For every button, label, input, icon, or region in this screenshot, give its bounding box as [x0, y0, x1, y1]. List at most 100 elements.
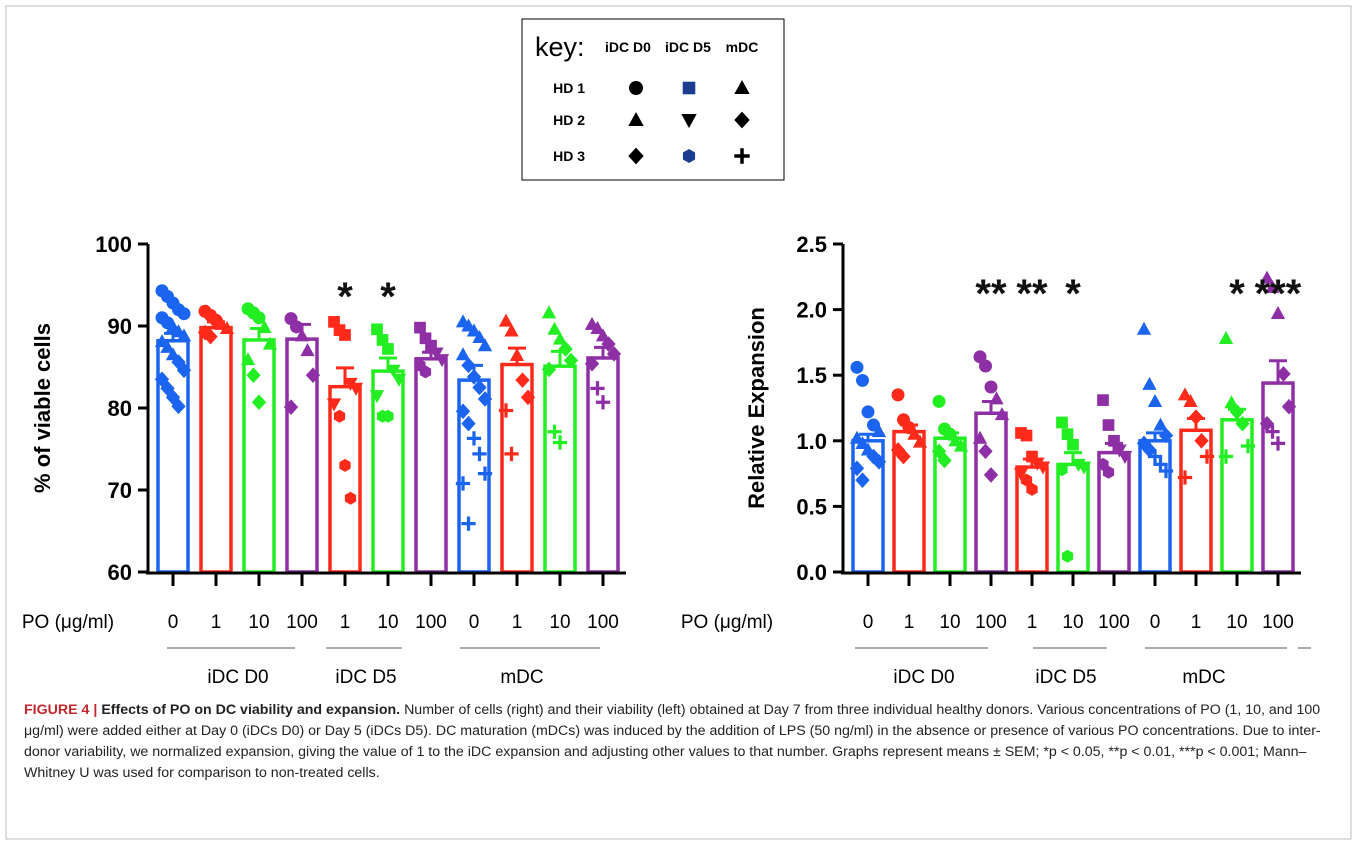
data-point — [547, 321, 562, 335]
caption-separator: | — [93, 702, 98, 718]
data-point — [1102, 419, 1115, 431]
data-point — [1281, 398, 1297, 415]
caption-text: Number of cells (right) and their viabil… — [24, 702, 1321, 781]
data-point — [333, 409, 346, 423]
x-tick-label: 0 — [863, 612, 874, 633]
data-point — [466, 369, 482, 385]
x-tick-label: 0 — [1150, 612, 1161, 633]
data-point — [504, 446, 519, 462]
data-point — [176, 328, 192, 342]
data-point — [371, 323, 383, 336]
data-point — [429, 347, 444, 361]
x-tick-label: 10 — [377, 612, 398, 633]
data-point — [1224, 395, 1239, 409]
data-point — [466, 323, 482, 337]
data-point — [1177, 387, 1193, 401]
data-point — [294, 328, 310, 342]
data-point — [1112, 444, 1127, 458]
data-point — [931, 443, 947, 460]
data-point — [1061, 428, 1074, 441]
y-axis-label: Relative Expansion — [744, 307, 769, 509]
x-tick-label: 100 — [286, 612, 318, 633]
data-point — [1259, 415, 1275, 432]
data-point — [1229, 404, 1245, 420]
data-point — [1153, 417, 1168, 431]
x-prefix-label: PO (μg/ml) — [681, 612, 773, 633]
key-row-hd1: HD 1 — [553, 80, 585, 96]
data-point — [472, 379, 487, 396]
data-point — [1177, 470, 1193, 485]
key-col-mdc: mDC — [726, 39, 759, 55]
data-point — [339, 458, 351, 472]
data-point — [1270, 306, 1286, 320]
data-point — [419, 332, 432, 345]
group-label: iDC D0 — [207, 667, 268, 688]
data-point — [855, 472, 870, 488]
significance-mark: * — [380, 275, 396, 319]
key-symbol-plus — [734, 148, 750, 164]
x-prefix-label: PO (μg/ml) — [22, 612, 114, 633]
data-point — [382, 409, 394, 423]
data-point — [477, 391, 493, 407]
key-symbols — [628, 79, 750, 165]
key-symbol-hexagon — [682, 149, 696, 163]
data-point — [328, 316, 340, 328]
x-tick-label: 100 — [1098, 612, 1130, 633]
x-tick-label: 100 — [1262, 612, 1294, 633]
data-point — [171, 398, 186, 415]
data-point — [240, 352, 256, 366]
data-point — [498, 403, 514, 418]
data-point — [477, 466, 493, 481]
data-point — [584, 355, 600, 372]
data-point — [251, 394, 267, 411]
data-point — [252, 311, 266, 325]
data-point — [1013, 468, 1029, 482]
data-point — [850, 360, 864, 374]
data-point — [541, 305, 557, 319]
x-tick-label: 1 — [1191, 612, 1202, 633]
data-point — [861, 405, 875, 419]
data-point — [1108, 434, 1120, 447]
data-point — [552, 435, 568, 450]
data-point — [1026, 450, 1038, 463]
caption-label: FIGURE 4 — [24, 702, 90, 718]
key-symbol-diamond — [628, 147, 644, 165]
x-tick-label: 1 — [211, 612, 222, 633]
data-point — [504, 323, 519, 337]
data-point — [912, 434, 928, 448]
y-tick-label: 60 — [108, 560, 132, 585]
y-tick-label: 2.0 — [796, 298, 827, 323]
data-point — [547, 424, 562, 439]
data-point — [1142, 442, 1157, 458]
data-point — [203, 328, 218, 345]
data-point — [891, 388, 905, 402]
data-point — [1056, 416, 1068, 429]
data-point — [434, 354, 450, 368]
key-symbol-diamond — [734, 111, 750, 129]
data-point — [300, 343, 315, 357]
bar — [199, 325, 233, 574]
data-point — [1270, 436, 1286, 451]
data-point — [1076, 461, 1092, 475]
data-point — [989, 391, 1004, 405]
data-point — [558, 341, 573, 357]
x-tick-label: 1 — [512, 612, 523, 633]
data-point — [305, 367, 321, 383]
data-point — [1158, 463, 1174, 479]
data-point — [1056, 463, 1068, 477]
data-point — [455, 476, 471, 491]
data-point — [348, 382, 364, 396]
data-point — [1020, 429, 1033, 442]
key-col-idc-d5: iDC D5 — [665, 39, 711, 55]
data-point — [1235, 415, 1250, 432]
data-point — [382, 343, 394, 355]
significance-mark: * — [1229, 272, 1245, 316]
data-point — [590, 381, 605, 396]
y-tick-label: 90 — [108, 314, 132, 339]
data-point — [177, 307, 191, 321]
data-point — [953, 438, 969, 452]
y-tick-label: 80 — [108, 396, 132, 421]
data-point — [1147, 449, 1163, 464]
data-point — [896, 448, 911, 465]
